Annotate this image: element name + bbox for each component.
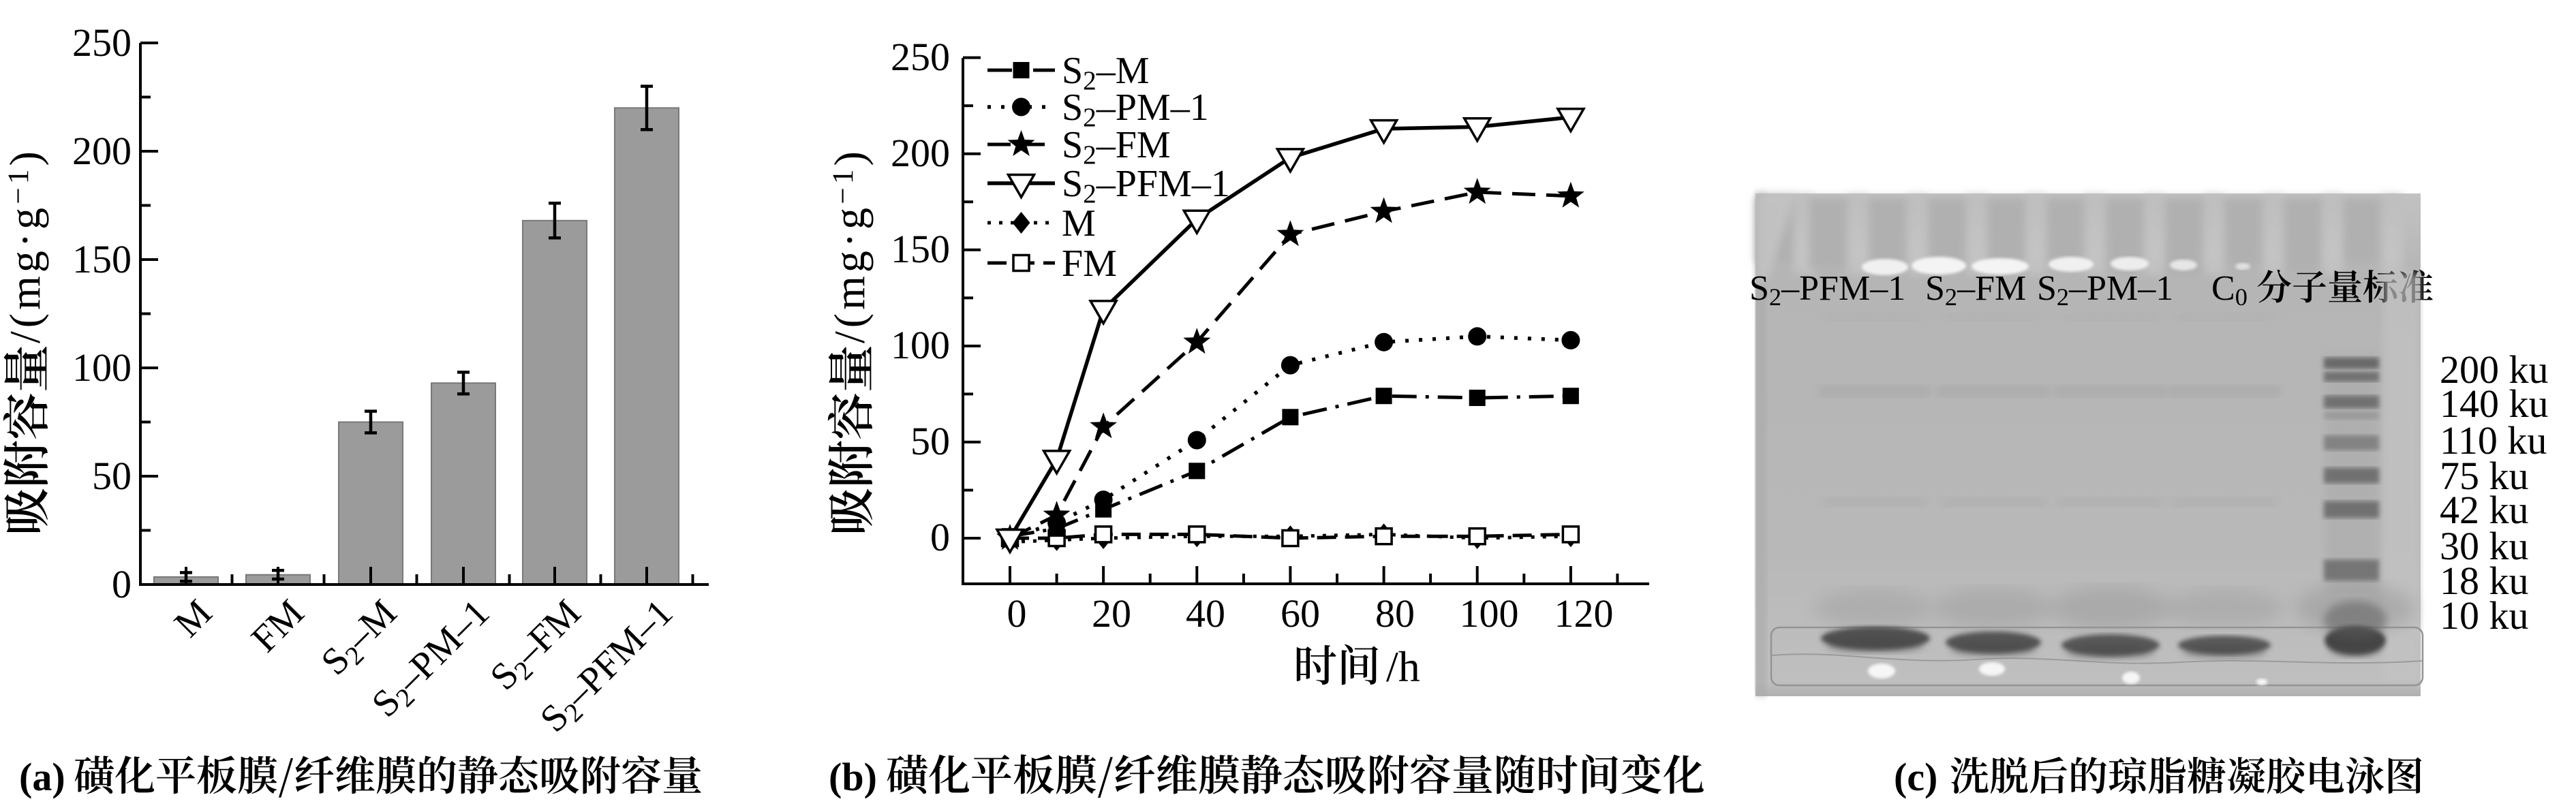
svg-text:(b): (b)	[829, 755, 877, 799]
svg-text:10 ku: 10 ku	[2440, 593, 2529, 638]
svg-text:110 ku: 110 ku	[2440, 418, 2547, 463]
svg-text:S2–M: S2–M	[1062, 50, 1150, 95]
svg-text:60: 60	[1281, 591, 1320, 636]
svg-text:250: 250	[72, 20, 132, 65]
svg-text:20: 20	[1092, 591, 1131, 636]
svg-text:200 ku: 200 ku	[2440, 347, 2549, 392]
svg-text:(c): (c)	[1894, 755, 1937, 799]
svg-text:200: 200	[72, 129, 132, 173]
svg-text:S2–PM–1: S2–PM–1	[1062, 87, 1209, 132]
svg-text:(a): (a)	[19, 755, 65, 799]
svg-text:S2–FM: S2–FM	[1925, 269, 2026, 311]
svg-text:150: 150	[891, 227, 950, 271]
svg-text:100: 100	[1460, 591, 1519, 636]
svg-text:120: 120	[1554, 591, 1614, 636]
svg-text:18 ku: 18 ku	[2440, 559, 2529, 603]
svg-text:FM: FM	[1062, 243, 1117, 285]
svg-text:150: 150	[72, 237, 132, 281]
svg-text:/h: /h	[1386, 642, 1420, 691]
svg-text:80: 80	[1375, 591, 1415, 636]
svg-text:250: 250	[891, 35, 950, 79]
svg-text:200: 200	[891, 131, 950, 175]
svg-text:100: 100	[72, 345, 132, 390]
svg-text:100: 100	[891, 323, 950, 367]
svg-text:42 ku: 42 ku	[2440, 488, 2529, 532]
svg-text:75 ku: 75 ku	[2440, 454, 2529, 498]
svg-text:M: M	[1062, 202, 1096, 245]
svg-text:0: 0	[1007, 591, 1027, 636]
svg-text:S2–FM: S2–FM	[1062, 124, 1171, 170]
svg-text:/(mg·g−1): /(mg·g−1)	[825, 148, 874, 343]
svg-text:30 ku: 30 ku	[2440, 524, 2529, 568]
svg-text:0: 0	[930, 515, 950, 559]
svg-text:40: 40	[1186, 591, 1225, 636]
svg-text:140 ku: 140 ku	[2440, 381, 2549, 426]
svg-text:0: 0	[112, 562, 132, 606]
svg-text:50: 50	[92, 454, 132, 498]
svg-text:50: 50	[910, 419, 950, 463]
